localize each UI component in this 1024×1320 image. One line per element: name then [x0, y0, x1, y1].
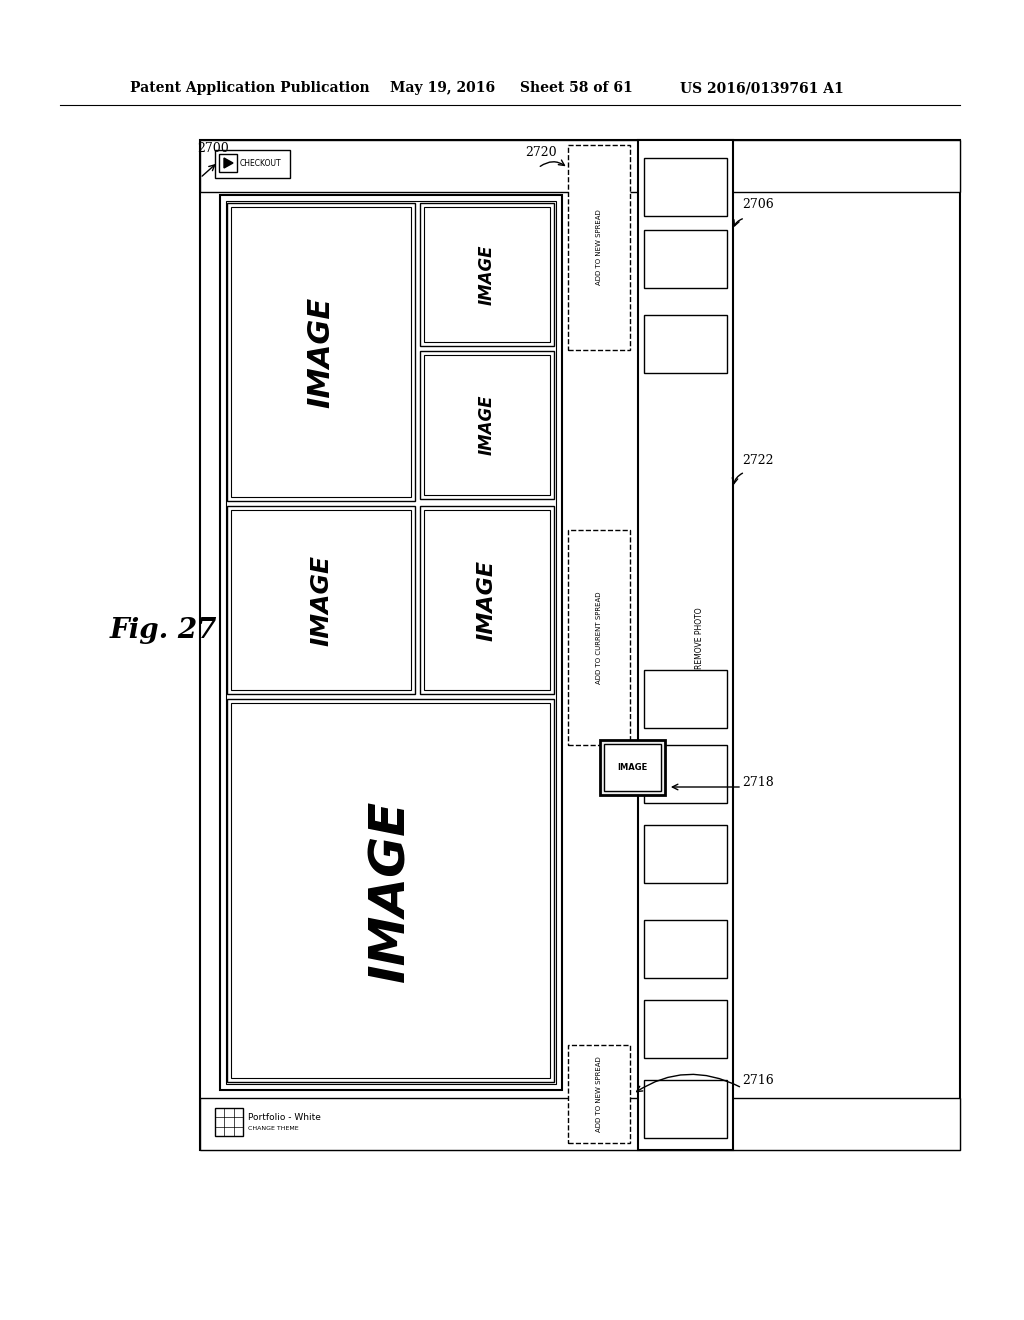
Bar	[220, 195, 562, 1090]
Bar	[227, 700, 554, 1082]
Text: 2720: 2720	[525, 145, 557, 158]
Bar	[644, 315, 727, 374]
Bar	[200, 140, 961, 191]
Bar	[219, 154, 237, 172]
Text: ADD TO NEW SPREAD: ADD TO NEW SPREAD	[596, 1056, 602, 1131]
Bar	[568, 145, 630, 350]
Bar	[231, 510, 411, 690]
Bar	[644, 158, 727, 216]
Text: Portfolio - White: Portfolio - White	[248, 1113, 321, 1122]
Bar	[638, 140, 733, 1150]
Text: Sheet 58 of 61: Sheet 58 of 61	[520, 81, 633, 95]
Bar	[420, 203, 554, 346]
Bar	[226, 201, 556, 1084]
Bar	[604, 744, 662, 791]
Bar	[420, 351, 554, 499]
Bar	[200, 140, 961, 1150]
Bar	[424, 207, 550, 342]
Bar	[644, 1001, 727, 1059]
Text: Fig. 27: Fig. 27	[110, 616, 217, 644]
Text: US 2016/0139761 A1: US 2016/0139761 A1	[680, 81, 844, 95]
Text: CHANGE THEME: CHANGE THEME	[248, 1126, 299, 1130]
Bar	[568, 531, 630, 744]
Text: IMAGE: IMAGE	[367, 800, 415, 982]
Text: IMAGE: IMAGE	[477, 560, 497, 640]
Bar	[231, 207, 411, 498]
Text: CHECKOUT: CHECKOUT	[240, 158, 282, 168]
Text: 2700: 2700	[197, 141, 228, 154]
Text: 2718: 2718	[742, 776, 774, 788]
Bar	[200, 1098, 961, 1150]
Text: IMAGE: IMAGE	[478, 244, 496, 305]
Bar	[231, 704, 550, 1078]
Bar	[424, 510, 550, 690]
Text: IMAGE: IMAGE	[617, 763, 647, 772]
Bar	[215, 1107, 243, 1137]
Bar	[644, 1080, 727, 1138]
Text: Patent Application Publication: Patent Application Publication	[130, 81, 370, 95]
Text: IMAGE: IMAGE	[478, 395, 496, 455]
Bar	[215, 150, 290, 178]
Text: ADD TO NEW SPREAD: ADD TO NEW SPREAD	[596, 210, 602, 285]
Bar	[644, 744, 727, 803]
Text: 2716: 2716	[742, 1073, 774, 1086]
Bar	[424, 355, 550, 495]
Text: IMAGE: IMAGE	[306, 297, 336, 408]
Bar	[227, 203, 415, 502]
Text: 2706: 2706	[742, 198, 774, 211]
Text: REMOVE PHOTO: REMOVE PHOTO	[695, 607, 705, 669]
Bar	[227, 506, 415, 694]
Bar	[644, 825, 727, 883]
Text: May 19, 2016: May 19, 2016	[390, 81, 496, 95]
Bar	[644, 920, 727, 978]
Text: ADD TO CURRENT SPREAD: ADD TO CURRENT SPREAD	[596, 591, 602, 684]
Text: IMAGE: IMAGE	[309, 554, 333, 645]
Bar	[568, 1045, 630, 1143]
Text: 2722: 2722	[742, 454, 773, 466]
Bar	[644, 230, 727, 288]
Bar	[644, 671, 727, 729]
Polygon shape	[224, 158, 233, 168]
Bar	[600, 741, 665, 795]
Bar	[420, 506, 554, 694]
